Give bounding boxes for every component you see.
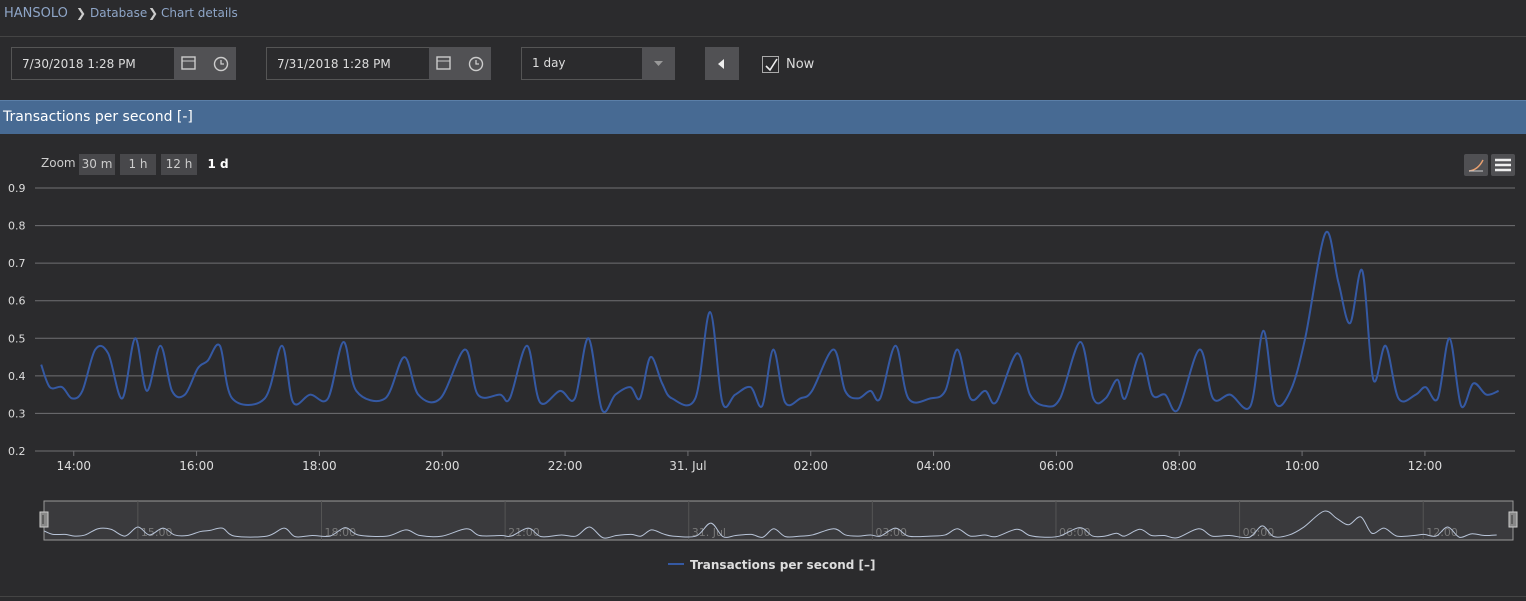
zoom-button[interactable]: 30 m: [79, 154, 115, 175]
breadcrumb-separator: ❯: [76, 6, 87, 20]
zoom-button[interactable]: 1 d: [207, 157, 229, 171]
range-dropdown[interactable]: [642, 47, 675, 80]
navigator-tick-label: 15:00: [141, 526, 173, 539]
navigator-handle: [1508, 511, 1518, 528]
navigator-tick-label: 31. Jul: [692, 526, 726, 539]
panel-title: Transactions per second [-]: [3, 109, 193, 125]
x-tick-label: 14:00: [56, 459, 91, 473]
back-button[interactable]: [705, 47, 739, 80]
breadcrumb-root[interactable]: HANSOLO: [4, 6, 68, 21]
y-tick-label: 0.8: [8, 220, 26, 233]
start-date-input[interactable]: 7/30/2018 1:28 PM: [11, 47, 175, 80]
navigator-handle: [39, 511, 49, 528]
arrow: [654, 61, 663, 66]
x-tick-label: 22:00: [548, 459, 583, 473]
y-tick-label: 0.5: [8, 332, 26, 345]
divider: [0, 36, 1526, 37]
y-tick-label: 0.2: [8, 445, 26, 458]
chart-type-button[interactable]: [1464, 154, 1488, 176]
end-date-buttons[interactable]: [429, 47, 491, 80]
x-tick-label: 08:00: [1162, 459, 1197, 473]
x-tick-label: 31. Jul: [669, 459, 706, 473]
x-tick-label: 02:00: [793, 459, 828, 473]
navigator-tick-label: 12:00: [1426, 526, 1458, 539]
icons: [436, 56, 484, 72]
series-line: [40, 230, 1499, 413]
check: [765, 58, 778, 72]
divider: [0, 596, 1526, 597]
menu-button[interactable]: [1491, 154, 1515, 176]
zoom-button[interactable]: 12 h: [161, 154, 197, 175]
y-tick-label: 0.6: [8, 295, 26, 308]
icon: [1468, 159, 1484, 172]
panel-header: Transactions per second [-]: [0, 100, 1526, 134]
breadcrumb-item[interactable]: Chart details: [161, 6, 238, 20]
x-tick-label: 16:00: [179, 459, 214, 473]
navigator-tick-label: 18:00: [324, 526, 356, 539]
now-checkbox[interactable]: [762, 56, 779, 73]
now-label: Now: [786, 57, 815, 72]
y-tick-label: 0.4: [8, 370, 26, 383]
x-tick-label: 18:00: [302, 459, 337, 473]
x-tick-label: 06:00: [1039, 459, 1074, 473]
x-tick-label: 12:00: [1408, 459, 1443, 473]
navigator-line: [44, 510, 1497, 539]
breadcrumb-separator: ❯: [148, 6, 159, 20]
range-select[interactable]: 1 day: [521, 47, 643, 80]
start-date-buttons[interactable]: [174, 47, 236, 80]
x-tick-label: 20:00: [425, 459, 460, 473]
x-tick-label: 10:00: [1285, 459, 1320, 473]
x-tick-label: 04:00: [916, 459, 951, 473]
navigator: [43, 500, 1514, 541]
navigator-tick-label: 06:00: [1059, 526, 1091, 539]
y-tick-label: 0.3: [8, 407, 26, 420]
zoom-label: Zoom: [41, 156, 76, 170]
end-date-input[interactable]: 7/31/2018 1:28 PM: [266, 47, 430, 80]
arrow: [718, 59, 724, 69]
legend-label: Transactions per second [–]: [690, 558, 875, 572]
y-tick-label: 0.9: [8, 182, 26, 195]
y-tick-label: 0.7: [8, 257, 26, 270]
breadcrumb-item[interactable]: Database: [90, 6, 148, 20]
icon: [1495, 158, 1511, 172]
icons: [181, 56, 229, 72]
zoom-button[interactable]: 1 h: [120, 154, 156, 175]
checkmark: [765, 58, 778, 72]
